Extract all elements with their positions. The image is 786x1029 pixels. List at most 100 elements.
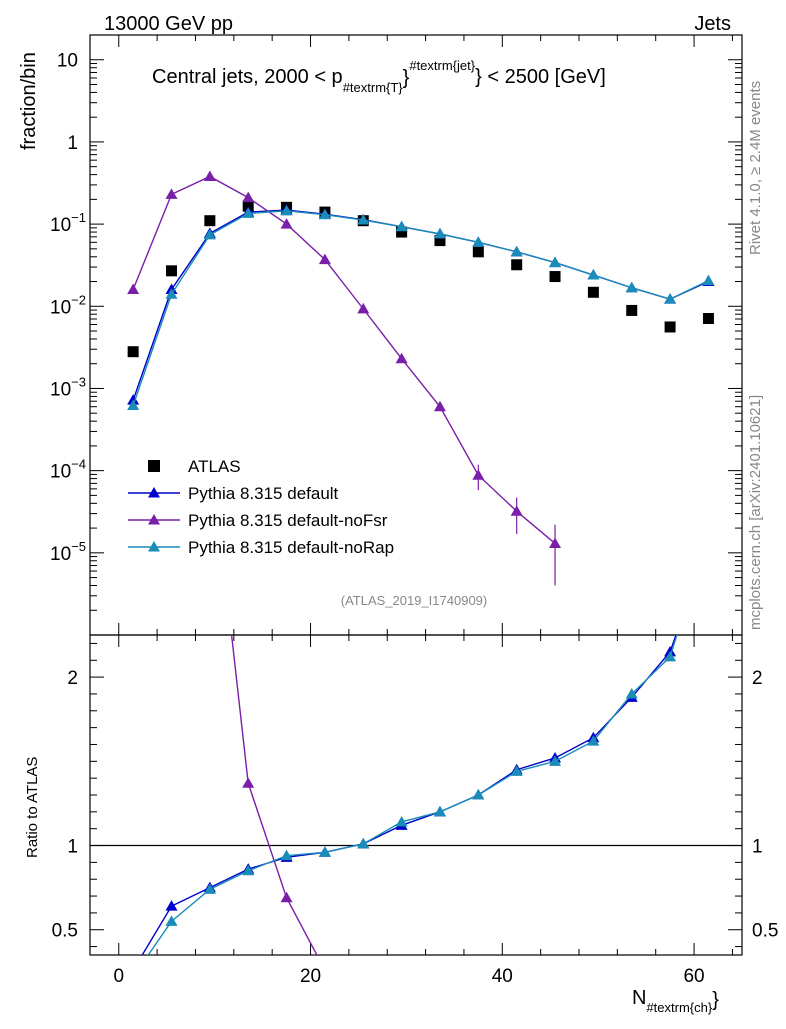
data-point <box>510 245 523 257</box>
ratio-point <box>625 687 638 699</box>
y-axis-label: fraction/bin <box>18 52 40 150</box>
data-point <box>395 352 408 364</box>
legend-item: Pythia 8.315 default-noFsr <box>128 511 388 530</box>
chart-title-superscript: #textrm{jet} <box>409 58 475 73</box>
ratio-point <box>587 735 600 746</box>
y-tick-label-exponent: −4 <box>71 457 86 472</box>
data-point <box>357 302 370 314</box>
data-point <box>395 220 408 232</box>
legend-marker <box>148 460 160 472</box>
data-point <box>165 188 178 199</box>
ratio-point <box>472 789 485 800</box>
legend-marker <box>148 541 160 552</box>
data-point <box>433 227 446 239</box>
y-tick-label: 10−2 <box>50 292 86 318</box>
ratio-point <box>664 650 677 662</box>
data-point <box>203 170 216 181</box>
legend-item: Pythia 8.315 default-noRap <box>128 538 394 557</box>
data-point <box>318 253 331 265</box>
rivet-version-label: Rivet 4.1.0, ≥ 2.4M events <box>747 81 764 255</box>
data-point <box>127 399 140 411</box>
data-point <box>510 505 523 516</box>
ratio-point <box>165 915 178 926</box>
data-point <box>242 191 255 203</box>
legend-label: ATLAS <box>188 457 241 476</box>
header-energy-label: 13000 GeV pp <box>104 13 233 35</box>
data-point <box>472 236 485 247</box>
ratio-point <box>280 849 293 861</box>
mcplots-source-label: mcplots.cern.ch [arXiv:2401.10621] <box>747 395 764 630</box>
ratio-y-tick-label: 1 <box>67 837 78 858</box>
y-tick-label-exponent: −3 <box>71 374 86 389</box>
data-point <box>549 271 561 283</box>
ratio-axis-ticks: 0 20 40 60 0.5 0.5 1 1 2 2 <box>52 635 778 987</box>
analysis-id-label: (ATLAS_2019_I1740909) <box>341 593 487 608</box>
series-pythia-8-315-default-nofsr <box>127 170 562 586</box>
ratio-y-tick-label-right: 0.5 <box>752 921 778 942</box>
data-point <box>318 208 331 220</box>
chart-title-brace: } <box>403 67 410 89</box>
series-line <box>132 210 709 406</box>
data-point <box>203 228 216 240</box>
main-plot-area <box>127 170 715 586</box>
legend-marker <box>148 514 160 525</box>
data-point <box>702 274 715 286</box>
ratio-point <box>280 891 293 903</box>
ratio-line <box>147 635 678 955</box>
ratio-y-tick-label: 2 <box>67 668 78 689</box>
data-point <box>472 469 485 480</box>
data-point <box>127 346 139 358</box>
data-point <box>434 235 446 247</box>
data-point <box>511 259 523 271</box>
y-tick-label-exponent: −2 <box>71 292 86 307</box>
data-point <box>702 313 714 325</box>
data-point <box>587 286 599 298</box>
ratio-point <box>203 883 216 894</box>
data-point <box>165 288 178 299</box>
y-tick-label-exponent: −1 <box>71 210 86 225</box>
data-point <box>127 394 140 405</box>
ratio-point <box>242 864 255 876</box>
y-tick-label: 10−4 <box>50 457 86 483</box>
main-series-layer <box>127 170 715 586</box>
y-tick-label-mantissa: 10 <box>50 215 71 236</box>
y-tick-label-mantissa: 10 <box>50 297 71 318</box>
y-tick-label-mantissa: 10 <box>50 544 71 565</box>
legend-marker <box>148 487 160 498</box>
series-line <box>132 175 556 544</box>
data-point <box>204 215 216 227</box>
data-point <box>626 304 638 316</box>
legend-item: Pythia 8.315 default <box>128 484 339 503</box>
x-axis-label-subscript: #textrm{ch} <box>646 1000 712 1015</box>
y-tick-label: 10−5 <box>50 539 86 565</box>
ratio-point <box>395 815 408 827</box>
y-tick-label: 10−3 <box>50 374 86 400</box>
chart-title-subscript: #textrm{T} <box>343 80 404 95</box>
legend-label: Pythia 8.315 default-noRap <box>188 538 394 557</box>
y-tick-label-mantissa: 10 <box>50 379 71 400</box>
ratio-series-pythia-8-315-default-norap <box>147 635 678 955</box>
y-tick-label: 10 <box>57 51 78 72</box>
ratio-series-layer <box>141 635 678 955</box>
ratio-point <box>242 777 255 788</box>
data-point <box>472 246 484 258</box>
ratio-y-tick-label-right: 1 <box>752 837 763 858</box>
x-axis-label: N#textrm{ch}} <box>632 987 719 1015</box>
data-point <box>549 256 562 268</box>
legend-label: Pythia 8.315 default-noFsr <box>188 511 388 530</box>
data-point <box>242 207 255 218</box>
y-tick-label-mantissa: 10 <box>50 462 71 483</box>
x-axis-label-brace: } <box>712 989 719 1011</box>
data-point <box>280 218 293 229</box>
ratio-point <box>510 765 523 776</box>
data-point <box>280 204 293 216</box>
ratio-point <box>433 805 446 817</box>
ratio-y-tick-label-right: 2 <box>752 668 763 689</box>
x-tick-label: 20 <box>300 966 321 987</box>
data-point <box>664 293 677 304</box>
series-pythia-8-315-default-norap <box>127 204 715 411</box>
ratio-line <box>230 635 318 955</box>
ratio-point <box>357 837 370 849</box>
